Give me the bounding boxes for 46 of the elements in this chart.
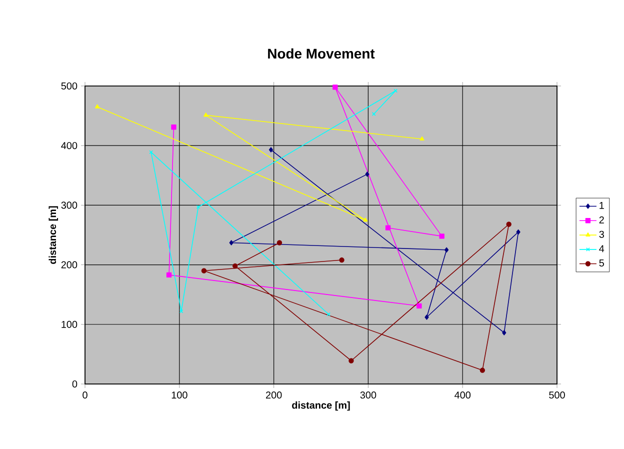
legend-label: 1 xyxy=(600,202,604,209)
x-tick-label: 400 xyxy=(454,391,471,399)
point xyxy=(363,217,368,222)
point xyxy=(439,234,444,239)
point xyxy=(516,229,520,235)
x-tick-label: 300 xyxy=(360,391,376,399)
legend-label: 2 xyxy=(599,216,604,224)
point xyxy=(416,303,422,308)
x-tick-label: 100 xyxy=(172,391,188,399)
point xyxy=(339,257,344,263)
legend-label: 5 xyxy=(599,260,604,267)
point xyxy=(268,147,274,152)
point xyxy=(420,136,424,141)
point xyxy=(332,84,338,90)
point xyxy=(276,240,282,246)
point xyxy=(166,272,172,278)
y-tick-label: 500 xyxy=(61,82,78,90)
y-tick-label: 100 xyxy=(62,320,78,328)
point xyxy=(201,268,207,274)
point xyxy=(444,247,449,252)
y-tick-label: 300 xyxy=(61,202,78,209)
point xyxy=(480,368,486,373)
point xyxy=(179,309,184,314)
point xyxy=(365,172,370,177)
point xyxy=(348,358,354,364)
chart-title: Node Movement xyxy=(268,48,375,59)
point xyxy=(171,124,176,130)
point xyxy=(502,330,506,336)
y-axis-title: distance [m] xyxy=(48,206,58,264)
y-tick-label: 0 xyxy=(72,380,78,388)
point xyxy=(506,222,512,227)
x-tick-label: 200 xyxy=(266,391,282,399)
point xyxy=(204,112,208,117)
x-axis-title: distance [m] xyxy=(292,401,350,411)
point xyxy=(385,225,391,230)
point xyxy=(424,314,429,320)
legend-label: 4 xyxy=(599,245,604,252)
x-tick-label: 0 xyxy=(82,391,88,399)
y-tick-label: 400 xyxy=(61,142,78,150)
point xyxy=(232,263,238,269)
x-tick-label: 500 xyxy=(549,391,565,399)
point xyxy=(94,104,100,108)
point xyxy=(229,240,234,246)
point xyxy=(149,150,154,154)
y-tick-label: 200 xyxy=(61,261,78,268)
legend-label: 3 xyxy=(599,230,604,238)
